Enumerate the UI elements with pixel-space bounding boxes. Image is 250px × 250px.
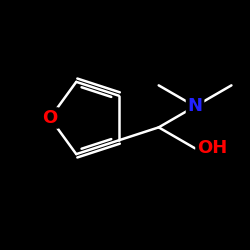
Text: O: O [42, 109, 58, 127]
Text: OH: OH [197, 139, 227, 157]
Text: N: N [188, 97, 202, 115]
